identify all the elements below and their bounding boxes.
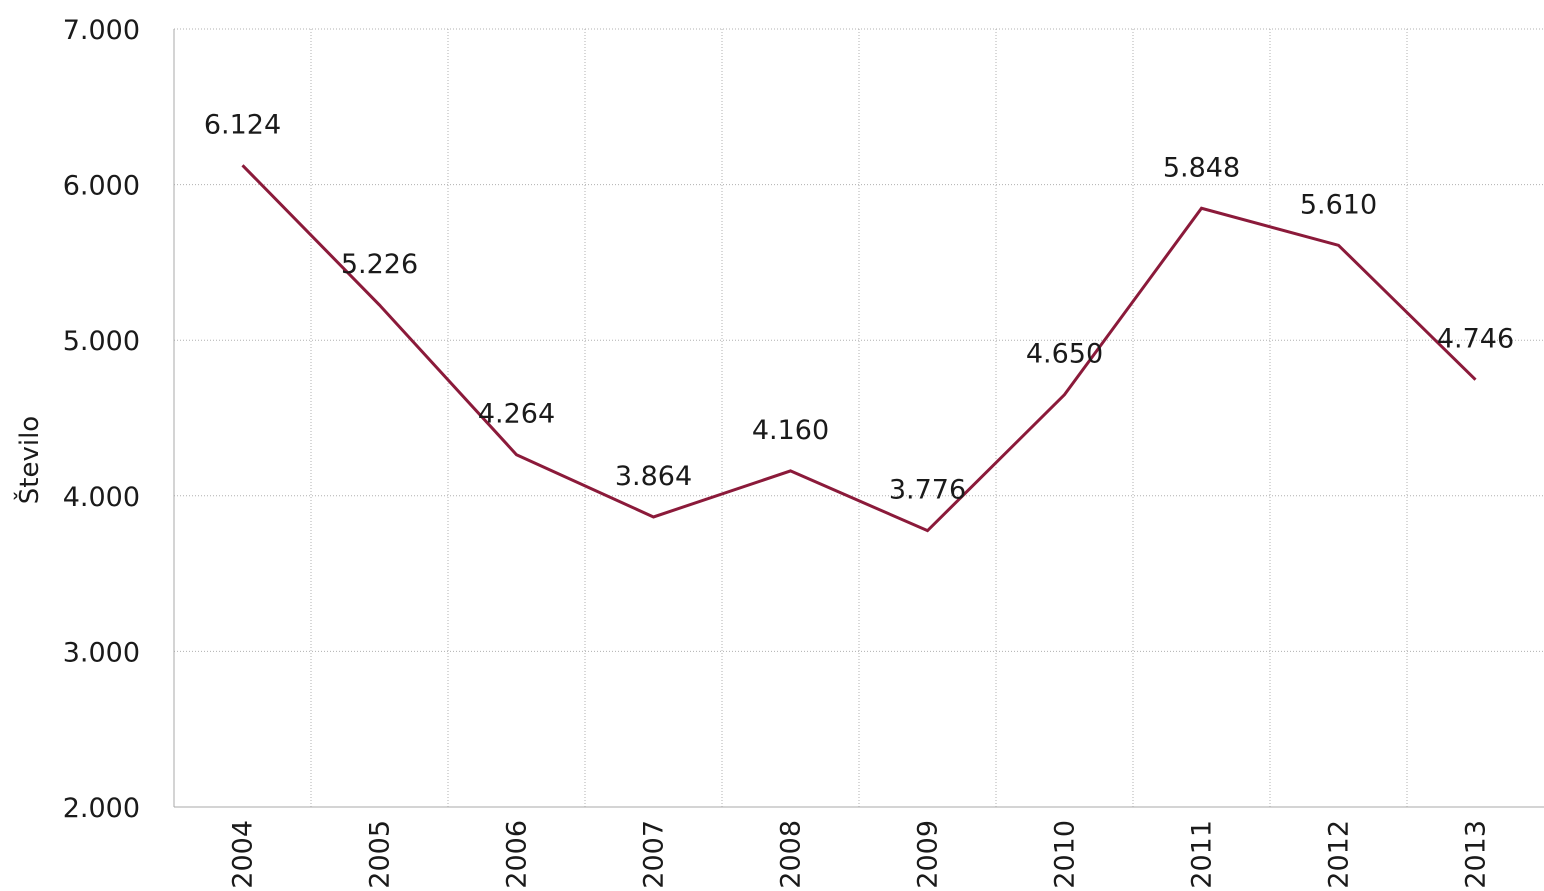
x-tick-label: 2012 <box>1324 820 1355 889</box>
y-tick-label: 3.000 <box>63 637 140 668</box>
y-tick-label: 5.000 <box>63 326 140 357</box>
x-tick-label: 2009 <box>913 820 944 889</box>
series-line <box>241 164 1477 533</box>
series-group <box>241 164 1477 533</box>
data-label: 5.610 <box>1300 189 1377 220</box>
data-label: 3.776 <box>889 475 966 506</box>
data-label: 6.124 <box>204 109 281 140</box>
y-axis-ticks: 2.000 3.000 4.000 5.000 6.000 7.000 <box>63 15 140 824</box>
y-tick-label: 7.000 <box>63 15 140 46</box>
x-tick-label: 2011 <box>1187 820 1218 889</box>
y-axis-title: Število <box>13 416 45 504</box>
x-tick-label: 2008 <box>776 820 807 889</box>
data-label: 5.848 <box>1163 152 1240 183</box>
grid <box>174 28 1544 807</box>
x-tick-label: 2006 <box>502 820 533 889</box>
data-label: 4.650 <box>1026 339 1103 370</box>
data-label: 4.746 <box>1437 324 1514 355</box>
y-tick-label: 2.000 <box>63 793 140 824</box>
y-tick-label: 6.000 <box>63 171 140 202</box>
plot-frame <box>173 29 1544 808</box>
data-labels: 6.124 5.226 4.264 3.864 4.160 3.776 4.650 5.848… <box>204 109 1514 505</box>
y-tick-label: 4.000 <box>63 482 140 513</box>
data-label: 5.226 <box>341 249 418 280</box>
data-label: 4.160 <box>752 415 829 446</box>
x-tick-label: 2004 <box>228 820 259 889</box>
x-tick-label: 2007 <box>639 820 670 889</box>
data-label: 3.864 <box>615 461 692 492</box>
x-tick-label: 2005 <box>365 820 396 889</box>
x-tick-label: 2010 <box>1050 820 1081 889</box>
x-axis-ticks: 2004 2005 2006 2007 2008 2009 2010 2011 2012 2013 <box>228 820 1492 889</box>
x-tick-label: 2013 <box>1461 820 1492 889</box>
data-label: 4.264 <box>478 399 555 430</box>
